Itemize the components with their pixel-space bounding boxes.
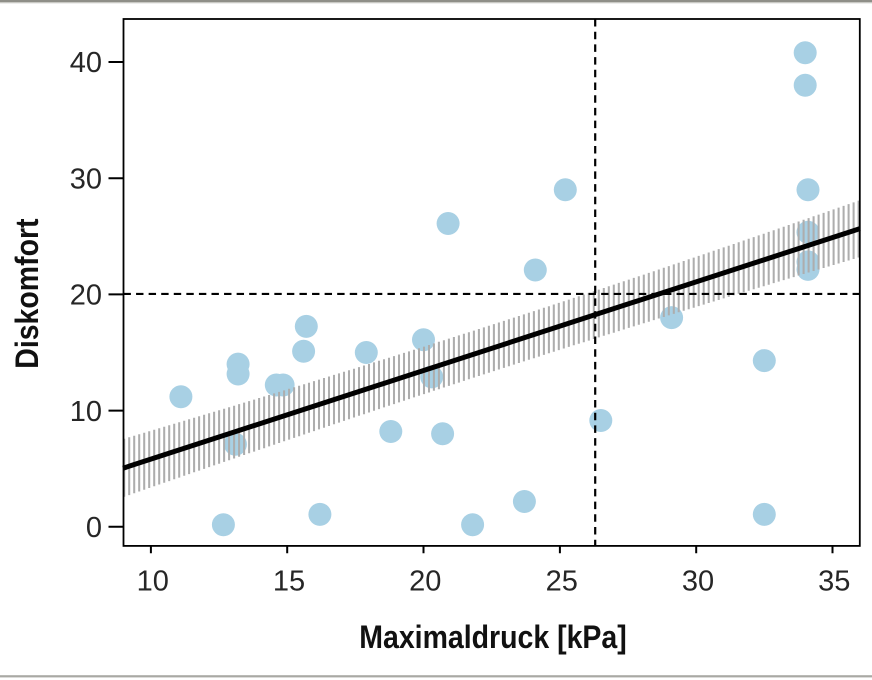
svg-text:10: 10: [70, 396, 102, 428]
svg-text:20: 20: [70, 280, 102, 312]
svg-text:15: 15: [273, 566, 305, 598]
svg-text:Diskomfort: Diskomfort: [10, 218, 45, 368]
svg-text:35: 35: [818, 566, 850, 598]
svg-text:20: 20: [409, 566, 441, 598]
svg-text:25: 25: [546, 566, 578, 598]
svg-text:0: 0: [86, 512, 102, 544]
svg-text:Maximaldruck [kPa]: Maximaldruck [kPa]: [359, 621, 626, 656]
svg-text:40: 40: [70, 47, 102, 79]
svg-text:30: 30: [70, 163, 102, 195]
svg-text:10: 10: [137, 566, 169, 598]
svg-text:30: 30: [682, 566, 714, 598]
